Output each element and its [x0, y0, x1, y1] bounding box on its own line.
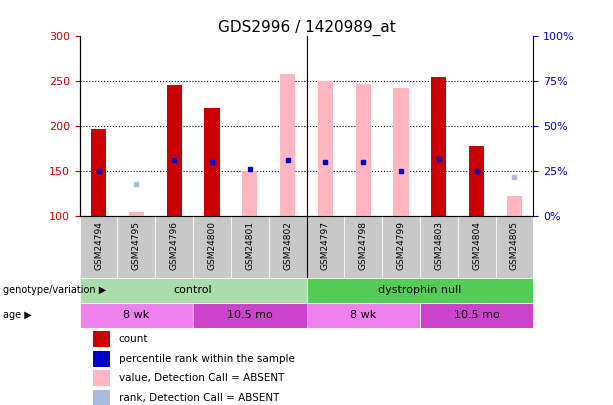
Bar — [318, 81, 333, 216]
Text: 8 wk: 8 wk — [123, 311, 150, 320]
Text: GSM24800: GSM24800 — [207, 221, 216, 270]
Text: GSM24799: GSM24799 — [397, 221, 406, 270]
Bar — [394, 88, 408, 216]
Bar — [432, 77, 446, 216]
Bar — [193, 216, 231, 277]
Bar — [507, 196, 522, 216]
Text: percentile rank within the sample: percentile rank within the sample — [119, 354, 295, 364]
Bar — [356, 84, 371, 216]
Bar — [280, 74, 295, 216]
Text: control: control — [173, 285, 213, 295]
Bar — [80, 216, 118, 277]
Text: 8 wk: 8 wk — [350, 311, 376, 320]
Text: GSM24794: GSM24794 — [94, 221, 103, 270]
Bar — [306, 216, 345, 277]
Bar — [93, 351, 110, 367]
Text: value, Detection Call = ABSENT: value, Detection Call = ABSENT — [119, 373, 284, 384]
Bar — [495, 216, 533, 277]
Bar — [155, 216, 193, 277]
Bar — [80, 303, 193, 328]
Bar — [242, 171, 257, 216]
Bar — [420, 216, 458, 277]
Text: age ▶: age ▶ — [3, 311, 32, 320]
Bar — [231, 216, 268, 277]
Bar — [91, 129, 106, 216]
Bar — [167, 85, 181, 216]
Text: GSM24801: GSM24801 — [245, 221, 254, 270]
Text: GSM24802: GSM24802 — [283, 221, 292, 270]
Text: rank, Detection Call = ABSENT: rank, Detection Call = ABSENT — [119, 393, 279, 403]
Text: GSM24797: GSM24797 — [321, 221, 330, 270]
Bar — [268, 216, 306, 277]
Text: genotype/variation ▶: genotype/variation ▶ — [3, 285, 106, 295]
Bar — [306, 277, 533, 303]
Bar — [469, 146, 484, 216]
Text: 10.5 mo: 10.5 mo — [227, 311, 273, 320]
Bar — [93, 331, 110, 347]
Bar — [458, 216, 495, 277]
Bar — [382, 216, 420, 277]
Bar — [420, 303, 533, 328]
Text: GSM24804: GSM24804 — [472, 221, 481, 270]
Bar — [93, 370, 110, 386]
Bar — [193, 303, 306, 328]
Text: dystrophin null: dystrophin null — [378, 285, 462, 295]
Bar — [129, 212, 144, 216]
Bar — [306, 303, 420, 328]
Text: GSM24798: GSM24798 — [359, 221, 368, 270]
Bar — [280, 74, 295, 216]
Bar — [93, 390, 110, 405]
Bar — [205, 108, 219, 216]
Bar — [80, 277, 306, 303]
Text: GSM24803: GSM24803 — [434, 221, 443, 270]
Text: GSM24805: GSM24805 — [510, 221, 519, 270]
Text: 10.5 mo: 10.5 mo — [454, 311, 500, 320]
Text: GSM24796: GSM24796 — [170, 221, 179, 270]
Title: GDS2996 / 1420989_at: GDS2996 / 1420989_at — [218, 20, 395, 36]
Text: GSM24795: GSM24795 — [132, 221, 141, 270]
Bar — [345, 216, 382, 277]
Text: count: count — [119, 334, 148, 344]
Bar — [118, 216, 155, 277]
